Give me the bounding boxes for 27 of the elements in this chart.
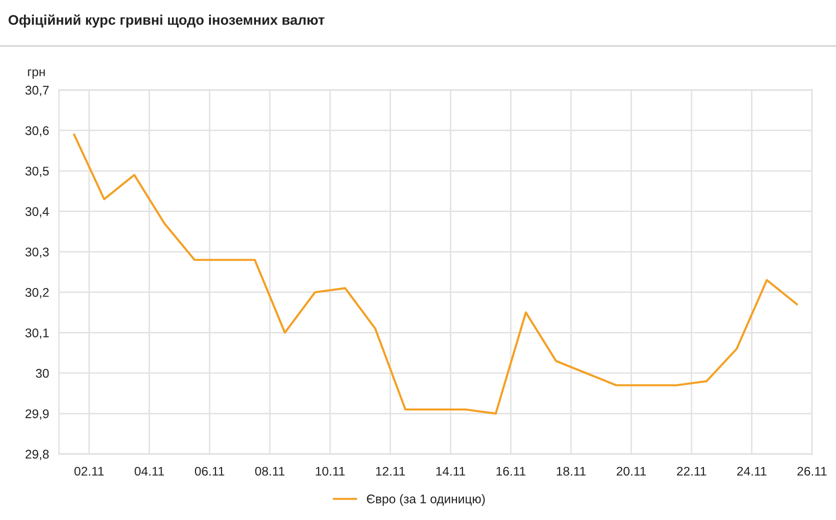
y-tick-label: 29,9 — [26, 409, 49, 420]
x-tick-label: 18.11 — [556, 466, 586, 476]
x-tick-label: 02.11 — [74, 466, 104, 476]
y-tick-label: 29,8 — [26, 450, 49, 460]
x-tick-label: 10.11 — [316, 466, 345, 476]
x-tick-label: 12.11 — [376, 466, 405, 476]
x-tick-label: 20.11 — [616, 466, 646, 476]
y-tick-label: 30,3 — [25, 248, 49, 258]
x-tick-label: 24.11 — [737, 466, 766, 476]
y-tick-label: 30,4 — [25, 207, 49, 218]
x-tick-label: 04.11 — [134, 466, 164, 476]
y-tick-label: 30,7 — [25, 86, 49, 96]
x-tick-label: 22.11 — [676, 466, 706, 476]
y-tick-label: 30,5 — [25, 166, 49, 178]
line-series — [73, 133, 798, 415]
legend-label: Євро (за 1 одиницю) — [366, 494, 485, 506]
x-tick-label: 06.11 — [194, 466, 224, 476]
y-tick-label: 30,2 — [25, 288, 49, 298]
y-axis-title: грн — [28, 69, 45, 79]
y-tick-label: 30,1 — [25, 328, 49, 339]
x-tick-label: 16.11 — [496, 466, 526, 476]
x-tick-label: 26.11 — [797, 466, 827, 476]
y-tick-label: 30,6 — [25, 126, 49, 137]
x-tick-label: 14.11 — [436, 466, 466, 476]
chart-title: Офіційний курс гривні щодо іноземних валют — [8, 14, 324, 28]
x-tick-label: 08.11 — [255, 466, 284, 476]
y-tick-label: 30 — [36, 368, 49, 378]
